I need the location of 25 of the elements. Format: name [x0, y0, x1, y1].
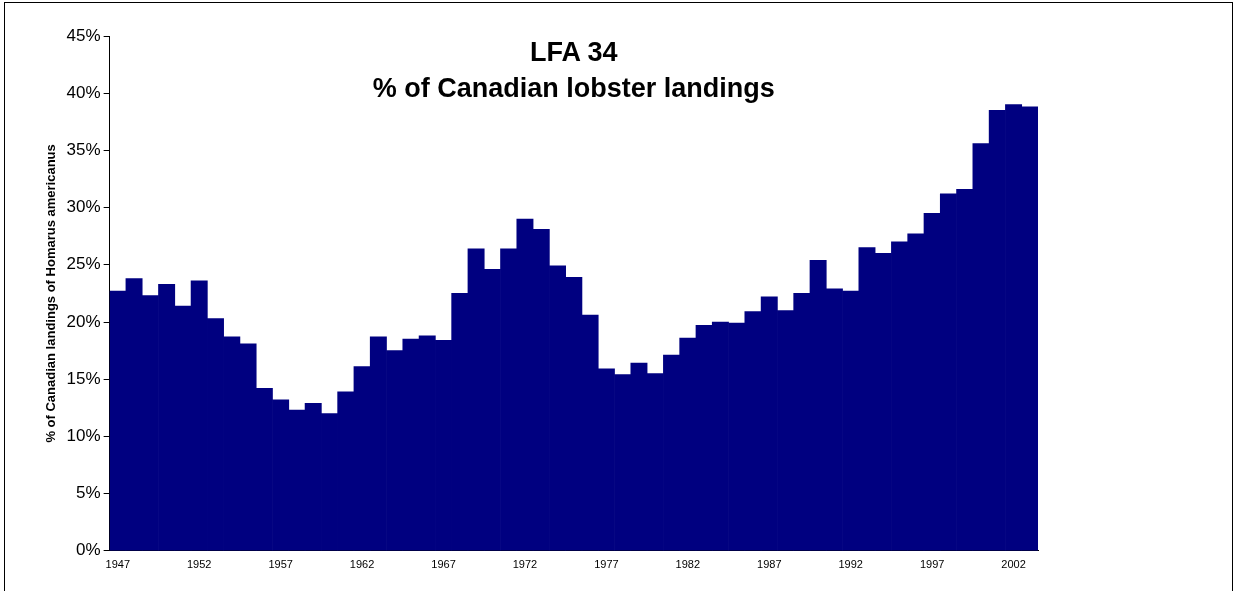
x-tick-label: 1947 — [105, 558, 131, 571]
x-tick-label: 2002 — [1001, 558, 1026, 571]
y-tick-label: 40% — [66, 82, 101, 102]
x-tick-label: 1957 — [268, 558, 293, 571]
x-tick-label: 1962 — [349, 558, 375, 571]
y-axis-title: % of Canadian landings of Homarus americanus — [43, 144, 59, 443]
y-tick-label: 25% — [66, 254, 101, 274]
x-tick-label: 1967 — [431, 558, 456, 571]
y-tick-label: 35% — [66, 140, 101, 160]
x-tick-label: 1992 — [838, 558, 863, 571]
y-tick-label: 5% — [76, 483, 101, 503]
x-tick-label: 1972 — [512, 558, 538, 571]
y-tick-label: 45% — [66, 25, 101, 45]
y-tick-label: 30% — [66, 197, 101, 217]
x-tick-label: 1987 — [757, 558, 782, 571]
x-tick-label: 1997 — [919, 558, 945, 571]
x-tick-label: 1952 — [186, 558, 212, 571]
x-tick-label: 1977 — [594, 558, 619, 571]
y-tick-label: 15% — [66, 368, 101, 388]
chart-title: LFA 34 — [530, 37, 618, 68]
x-tick-label: 1982 — [675, 558, 701, 571]
text: % of Canadian lobster landings — [372, 73, 775, 104]
y-tick-label: 10% — [66, 426, 101, 446]
y-tick-label: 0% — [76, 540, 101, 560]
y-tick-label: 20% — [66, 311, 101, 331]
